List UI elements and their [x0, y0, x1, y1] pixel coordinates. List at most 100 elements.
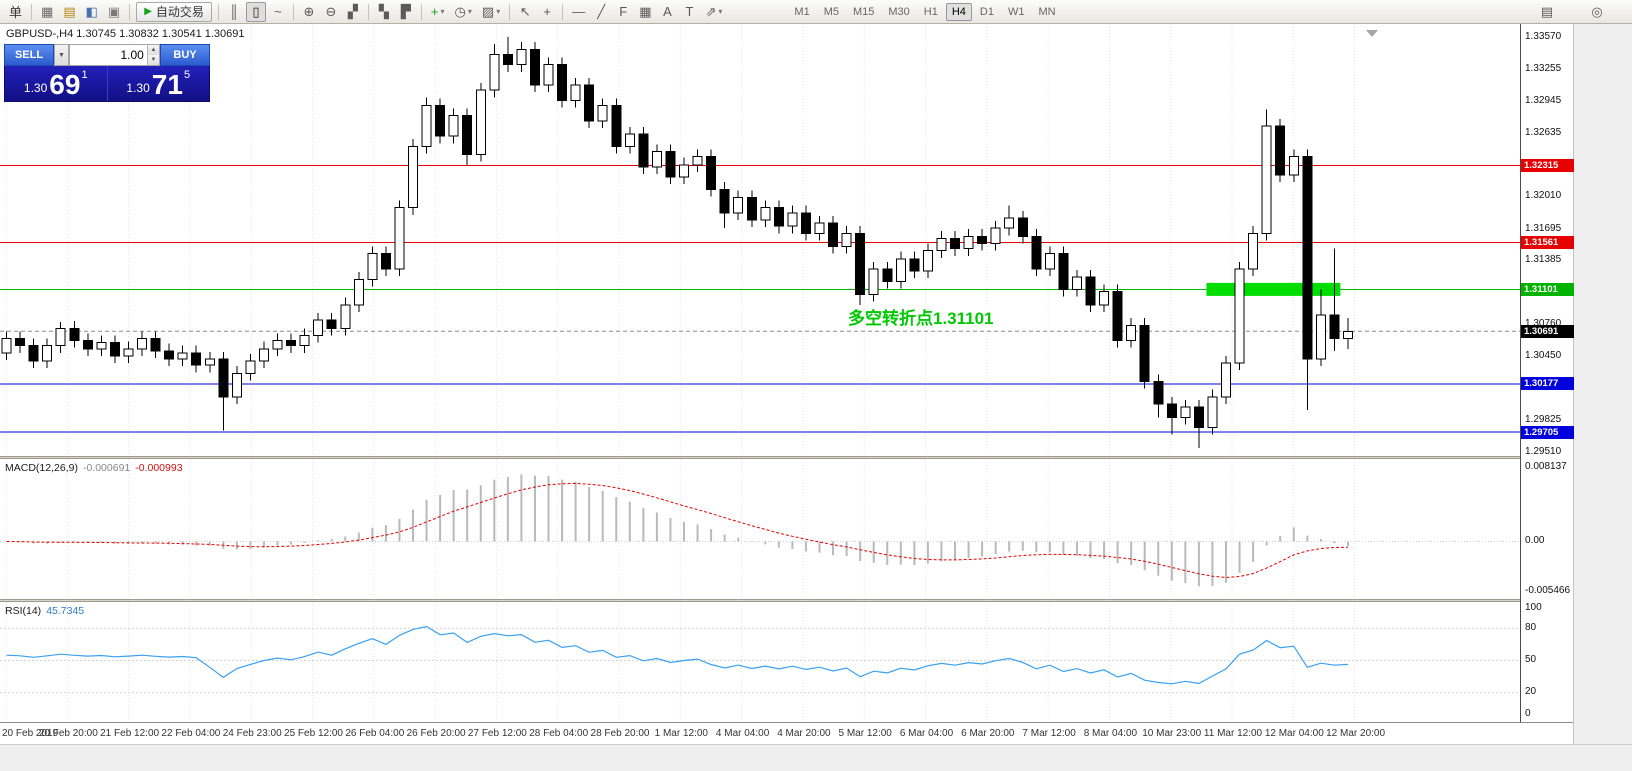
crosshair-icon[interactable]: +	[537, 2, 557, 22]
bottom-filler	[0, 744, 1632, 771]
toolbar-separator	[509, 3, 511, 20]
grid-icon: ▦	[639, 3, 652, 19]
bar-chart-icon[interactable]: ║	[224, 2, 244, 22]
periods-icon: ◷	[454, 3, 466, 19]
time-axis-label: 10 Mar 23:00	[1142, 728, 1202, 739]
price-axis-label: 1.29510	[1525, 446, 1562, 457]
terminal-icon[interactable]: ▣	[104, 2, 124, 22]
candlestick-icon[interactable]: ▯	[245, 1, 266, 22]
label-icon[interactable]: T	[680, 2, 700, 22]
toolbar-separator	[129, 3, 131, 20]
time-axis-label: 22 Feb 04:00	[161, 728, 221, 739]
text-icon: A	[663, 4, 672, 19]
cursor-icon[interactable]: ↖	[515, 2, 535, 22]
arrange-windows-icon[interactable]: ▚	[374, 2, 394, 22]
macd-name: MACD(12,26,9)	[5, 462, 78, 474]
zoom-in-icon: ⊕	[303, 3, 315, 19]
volume-down-icon[interactable]: ▼	[147, 55, 159, 65]
line-chart-icon[interactable]: ~	[268, 2, 288, 22]
time-axis-label: 12 Mar 20:00	[1326, 728, 1386, 739]
timeframe-d1[interactable]: D1	[979, 5, 994, 18]
panel-splitter[interactable]	[0, 599, 1573, 602]
chart-workspace: GBPUSD-,H4 1.30745 1.30832 1.30541 1.306…	[0, 24, 1632, 771]
volume-stepper[interactable]: ▲ ▼	[146, 45, 159, 65]
macd-panel[interactable]: MACD(12,26,9) -0.000691 -0.000993	[0, 459, 1520, 599]
chart-window-icon[interactable]: ▦	[37, 2, 57, 22]
time-axis-label: 21 Feb 12:00	[100, 728, 160, 739]
new-order-icon[interactable]: 单	[5, 2, 26, 22]
one-click-trade-widget: SELL ▼ ▲ ▼ BUY 1.30 69 1 1.3	[4, 44, 210, 102]
main-chart-panel[interactable]: GBPUSD-,H4 1.30745 1.30832 1.30541 1.306…	[0, 24, 1520, 456]
navigator-icon[interactable]: ◧	[82, 2, 102, 22]
autotrading-button: ▶	[144, 6, 152, 17]
sell-button[interactable]: SELL	[4, 44, 54, 66]
templates-icon[interactable]: ▨ ▾	[478, 2, 504, 22]
price-badge: 1.31561	[1521, 235, 1574, 249]
toolbar-separator	[217, 3, 219, 20]
help-icon[interactable]: ◎	[1591, 3, 1603, 19]
timeframe-h1[interactable]: H1	[923, 5, 938, 18]
buy-button[interactable]: BUY	[160, 44, 210, 66]
timeframe-m15[interactable]: M15	[852, 5, 875, 18]
horizontal-line-icon[interactable]: —	[568, 2, 589, 22]
templates-icon: ▨	[481, 3, 495, 19]
time-axis-label: 20 Feb 20:00	[38, 728, 98, 739]
trendline-icon[interactable]: ╱	[591, 2, 611, 22]
market-watch-icon[interactable]: ▤	[59, 2, 79, 22]
horizontal-line-icon: —	[572, 4, 586, 19]
shapes-icon[interactable]: ⇗ ▾	[702, 2, 727, 22]
volume-input[interactable]	[70, 45, 147, 65]
price-axis-label: 1.33255	[1525, 63, 1562, 75]
bar-chart-icon: ║	[229, 4, 239, 19]
price-axis-label: 1.32010	[1525, 190, 1562, 202]
time-axis-label: 28 Feb 20:00	[590, 728, 650, 739]
macd-axis-label: 0.008137	[1525, 461, 1567, 472]
main-chart-canvas[interactable]	[0, 24, 1520, 456]
text-icon[interactable]: A	[658, 2, 678, 22]
price-axis-label: 1.31385	[1525, 254, 1562, 266]
periods-icon[interactable]: ◷ ▾	[451, 2, 476, 22]
navigator-icon: ◧	[85, 3, 98, 19]
market-watch-icon: ▤	[63, 3, 76, 19]
price-axis-label: 1.30450	[1525, 349, 1562, 361]
zoom-out-icon[interactable]: ⊖	[321, 2, 341, 22]
buy-price[interactable]: 1.30 71 5	[106, 66, 210, 101]
timeframe-m30[interactable]: M30	[888, 5, 910, 18]
right-gutter	[1573, 24, 1632, 744]
trade-options-dropdown[interactable]: ▼	[54, 44, 69, 66]
rsi-panel[interactable]: RSI(14) 45.7345	[0, 602, 1520, 722]
pivot-annotation-text[interactable]: 多空转折点1.31101	[848, 309, 994, 328]
toolbar-separator	[31, 3, 33, 20]
news-icon[interactable]: ▤	[1540, 3, 1553, 19]
panel-splitter[interactable]	[0, 456, 1573, 459]
price-axis[interactable]: 1.33570 1.33255 1.32945 1.32635 1.32010 1.316…	[1520, 24, 1574, 722]
indicators-icon[interactable]: + ▾	[427, 2, 449, 22]
toolbar-separator	[420, 3, 422, 20]
time-axis-label: 26 Feb 20:00	[406, 728, 466, 739]
timeframe-m5[interactable]: M5	[823, 5, 839, 18]
timeframe-mn[interactable]: MN	[1038, 5, 1056, 18]
cascade-windows-icon[interactable]: ▛	[396, 2, 416, 22]
timeframe-m1[interactable]: M1	[794, 5, 810, 18]
macd-signal-value: -0.000993	[135, 462, 183, 474]
quote-display: 1.30 69 1 1.30 71 5	[4, 66, 210, 102]
time-axis-label: 25 Feb 12:00	[284, 728, 343, 739]
timeframe-h4[interactable]: H4	[945, 2, 972, 21]
rsi-axis-label: 0	[1525, 708, 1531, 719]
toolbar-separator	[367, 3, 369, 20]
tile-windows-icon[interactable]: ▞	[343, 2, 363, 22]
toolbar-separator	[292, 3, 294, 20]
grid-icon[interactable]: ▦	[635, 2, 655, 22]
cascade-windows-icon: ▛	[400, 3, 411, 19]
rsi-canvas[interactable]	[0, 602, 1520, 722]
zoom-in-icon[interactable]: ⊕	[299, 2, 319, 22]
fibonacci-icon[interactable]: F	[613, 2, 633, 22]
macd-canvas[interactable]	[0, 459, 1520, 599]
volume-up-icon[interactable]: ▲	[147, 45, 159, 55]
sell-price[interactable]: 1.30 69 1	[23, 69, 88, 101]
chevron-down-icon: ▾	[467, 7, 472, 16]
autotrading-button[interactable]: ▶ 自动交易	[136, 1, 212, 22]
timeframe-w1[interactable]: W1	[1007, 5, 1025, 18]
time-axis-label: 4 Mar 04:00	[715, 728, 770, 739]
time-axis[interactable]: 20 Feb 2019 20 Feb 20:00 21 Feb 12:00 22 Fe…	[0, 722, 1573, 744]
